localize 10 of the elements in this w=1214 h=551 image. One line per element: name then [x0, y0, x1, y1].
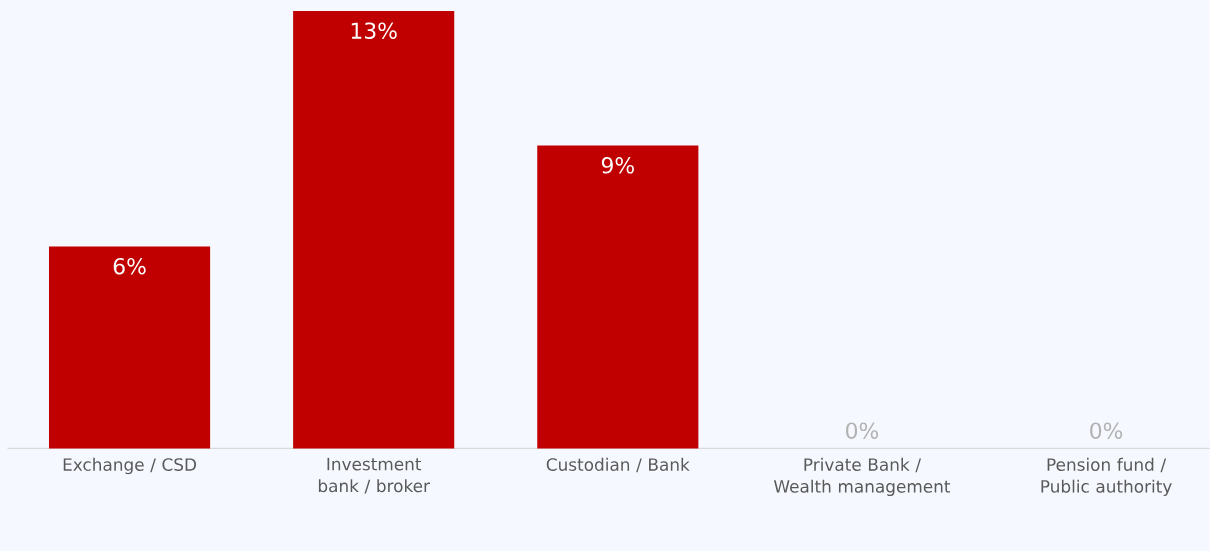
data-label: 0% — [846, 422, 879, 439]
x-tick-label: Pension fund / Public authority — [1041, 457, 1172, 497]
data-label: 9% — [601, 157, 634, 174]
data-label: 0% — [1090, 422, 1123, 439]
x-tick-label: Exchange / CSD — [63, 457, 197, 475]
x-tick-label: Investment bank / broker — [318, 457, 430, 494]
x-tick-label: Custodian / Bank — [546, 457, 690, 473]
data-label: 13% — [351, 22, 397, 39]
data-label: 6% — [113, 257, 146, 275]
x-tick-label: Private Bank / Wealth management — [773, 457, 951, 497]
